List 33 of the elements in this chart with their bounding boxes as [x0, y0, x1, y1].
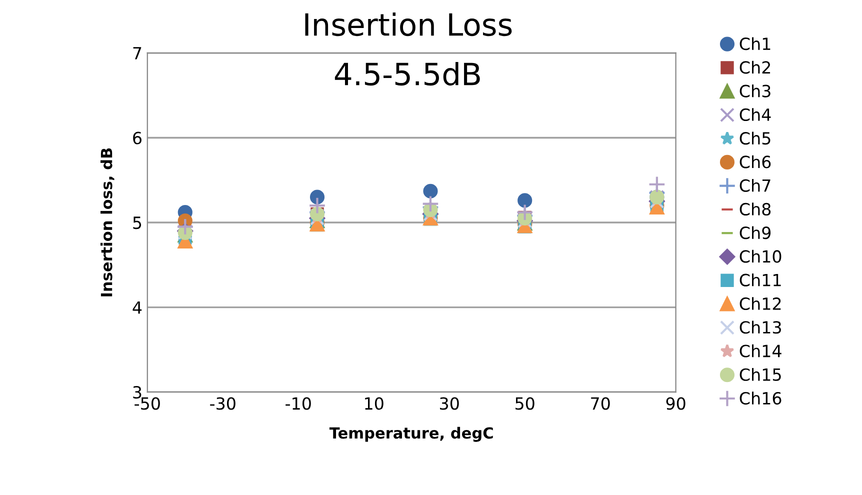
legend-label: Ch10: [740, 250, 782, 263]
legend-label: Ch7: [740, 178, 770, 192]
legend-label: Ch5: [740, 132, 770, 145]
x-tick-label: 10: [365, 397, 384, 410]
legend-label: Ch1: [740, 37, 770, 50]
y-tick-label: 6: [133, 132, 142, 144]
x-axis-title: Temperature, degC: [329, 426, 493, 442]
y-tick-label: 5: [133, 216, 142, 230]
x-tick-label: 50: [516, 397, 534, 410]
y-axis-title: Insertion loss, dB: [100, 148, 114, 296]
legend-label: Ch8: [740, 202, 771, 216]
y-tick-label: 3: [133, 386, 142, 399]
legend-label: Ch4: [740, 108, 771, 122]
legend-label: Ch16: [740, 392, 782, 405]
x-tick-label: 30: [440, 397, 459, 410]
legend-label: Ch9: [740, 226, 771, 240]
legend-label: Ch2: [740, 60, 770, 74]
x-tick-label: 70: [591, 397, 610, 410]
x-tick-label: -30: [210, 397, 236, 410]
chart-title: Insertion Loss: [305, 12, 512, 36]
legend-label: Ch13: [740, 320, 781, 334]
x-tick-label: -50: [134, 397, 160, 410]
legend-label: Ch15: [740, 368, 781, 381]
y-tick-label: 4: [132, 301, 142, 314]
x-tick-label: 90: [666, 397, 686, 410]
legend-label: Ch12: [740, 297, 781, 310]
chart-subtitle: 4.5-5.5dB: [334, 62, 480, 86]
legend-label: Ch3: [740, 84, 770, 98]
legend-label: Ch6: [740, 155, 771, 168]
x-tick-label: -10: [286, 397, 311, 410]
legend-label: Ch11: [740, 274, 781, 286]
y-tick-label: 7: [133, 47, 142, 60]
legend-label: Ch14: [740, 344, 782, 358]
